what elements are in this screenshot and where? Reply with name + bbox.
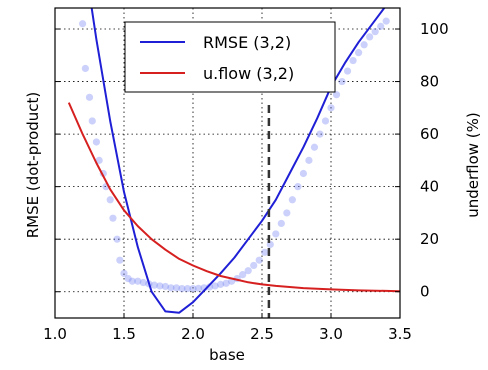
scatter-point: [321, 117, 330, 125]
scatter-point: [95, 156, 103, 164]
scatter-point: [211, 282, 219, 290]
scatter-point: [250, 261, 258, 270]
scatter-point: [261, 248, 269, 256]
uflow-line: [67, 102, 400, 293]
scatter-point: [283, 209, 291, 217]
scatter-point: [120, 269, 128, 277]
scatter-point: [239, 271, 247, 279]
x-axis-label: base: [209, 346, 245, 364]
scatter-point: [85, 93, 94, 101]
scatter-point: [255, 256, 263, 264]
x-tick-label: 3.0: [319, 325, 343, 343]
scatter-point: [124, 274, 132, 283]
scatter-point: [299, 169, 307, 178]
x-tick-label: 1.5: [112, 325, 136, 343]
scatter-point: [343, 67, 352, 75]
scatter-point: [92, 138, 100, 146]
y-tick-label-right: 60: [420, 125, 439, 143]
legend-box: [124, 21, 336, 93]
y-tick-label-right: 0: [420, 283, 430, 301]
scatter-point: [128, 277, 136, 285]
scatter-point: [244, 267, 252, 275]
scatter-point: [332, 91, 341, 99]
scatter-point: [106, 196, 114, 204]
scatter-point: [167, 284, 175, 292]
series-lines: [67, 8, 400, 314]
scatter-point: [371, 28, 379, 36]
scatter-point: [183, 284, 192, 293]
scatter-point: [116, 256, 124, 264]
x-tick-label: 2.5: [250, 325, 274, 343]
x-tick-label: 1.0: [43, 325, 67, 343]
scatter-point: [79, 20, 87, 28]
scatter-point: [382, 17, 390, 25]
scatter-point: [205, 283, 214, 291]
scatter-point: [272, 230, 280, 238]
scatter-point: [134, 277, 142, 285]
scatter-point: [349, 56, 357, 65]
legend-label-uflow: u.flow (3,2): [203, 64, 294, 83]
scatter-point: [139, 278, 147, 287]
scatter-point: [310, 143, 319, 151]
scatter-point: [277, 219, 285, 228]
x-tick-label: 3.5: [388, 325, 412, 343]
plot-frame: [54, 7, 401, 319]
scatter-point: [327, 104, 335, 112]
scatter-point: [355, 49, 363, 57]
scatter-point: [377, 22, 385, 30]
x-tick-label: 2.0: [181, 325, 205, 343]
scatter-point: [194, 284, 203, 292]
y-tick-label-right: 80: [420, 73, 439, 91]
scatter-point: [189, 284, 197, 293]
scatter-point: [156, 282, 164, 290]
scatter-point: [88, 117, 96, 125]
y-tick-label-right: 100: [420, 20, 449, 38]
scatter-point: [288, 196, 296, 204]
scatter-point: [338, 77, 346, 86]
legend-label-rmse: RMSE (3,2): [203, 33, 291, 52]
y-axis-left-label: RMSE (dot-product): [24, 92, 42, 239]
y-tick-label-right: 20: [420, 230, 439, 248]
scatter-point: [217, 280, 225, 288]
scatter-point: [222, 279, 230, 287]
scatter-point: [366, 33, 374, 41]
scatter-point: [360, 41, 368, 49]
scatter-point: [150, 281, 158, 289]
scatter-point: [178, 284, 186, 293]
axis-ticks: 1.0 1.5 2.0 2.5 3.0 3.5 0 20 40 60 80 100: [43, 20, 449, 343]
scatter-point: [109, 214, 117, 222]
legend: RMSE (3,2) u.flow (3,2): [124, 21, 336, 93]
y-axis-right-label: underflow (%): [464, 112, 482, 218]
scatter-point: [161, 282, 169, 291]
scatter-point: [316, 130, 324, 138]
rmse-line: [90, 8, 386, 314]
scatter-point: [305, 156, 313, 164]
y-tick-label-right: 40: [420, 178, 439, 196]
scatter-point: [294, 183, 302, 191]
scatter-point: [113, 235, 121, 243]
scatter-points: [79, 17, 390, 293]
scatter-point: [81, 64, 89, 73]
scatter-point: [172, 284, 181, 292]
